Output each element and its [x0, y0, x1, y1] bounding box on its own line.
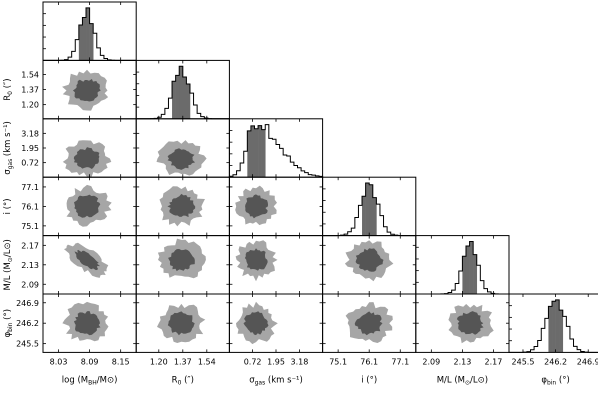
x-tick-label: 246.2	[544, 357, 567, 366]
hist-shade-bar	[258, 125, 262, 178]
contour-1sigma	[167, 148, 196, 170]
hist-shade-bar	[548, 306, 553, 353]
hist-shade-bar	[186, 84, 191, 119]
hist-shade-bar	[261, 129, 266, 178]
hist-shade-bar	[182, 77, 187, 119]
y-tick-label: 3.18	[21, 129, 39, 138]
x-tick-label: 75.1	[329, 357, 347, 366]
hist-shade-bar	[372, 197, 377, 236]
hist-shade-bar	[462, 256, 467, 294]
x-tick-label: 77.1	[391, 357, 409, 366]
y-axis-label: M/L (M⊙/L⊙)	[3, 239, 14, 290]
x-tick-label: 8.15	[112, 357, 130, 366]
x-axis-label: log (MBH/M⊙)	[62, 375, 118, 386]
hist-shade-bar	[254, 128, 259, 178]
histogram-sgas	[228, 124, 324, 178]
contour-1sigma	[74, 249, 101, 271]
y-tick-label: 246.9	[16, 299, 39, 308]
hist-shade-bar	[175, 75, 180, 119]
y-axis-label: φbin (°)	[3, 309, 14, 337]
x-tick-label: 8.09	[81, 357, 99, 366]
x-tick-label: 8.03	[50, 357, 68, 366]
y-tick-label: 0.72	[21, 159, 39, 168]
contour-1sigma	[355, 248, 384, 272]
y-axis-label: R0 (″)	[3, 78, 14, 100]
y-tick-label: 1.54	[21, 71, 39, 80]
hist-shade-bar	[179, 66, 184, 119]
hist-shade-bar	[247, 130, 252, 178]
contour-1sigma	[167, 193, 196, 218]
contour-1sigma	[456, 311, 484, 335]
x-axis-label: i (°)	[361, 375, 377, 385]
y-tick-label: 77.1	[21, 183, 39, 192]
y-tick-label: 1.37	[21, 86, 39, 95]
y-axis-label: σgas (km s⁻¹)	[3, 121, 14, 175]
y-tick-label: 76.1	[21, 202, 39, 211]
hist-shade-bar	[89, 23, 94, 61]
y-tick-label: 2.13	[21, 261, 39, 270]
contour-1sigma	[167, 311, 195, 336]
hist-shade-bar	[172, 81, 176, 119]
y-tick-label: 1.95	[21, 144, 39, 153]
x-axis-label: φbin (°)	[541, 375, 569, 386]
hist-shade-bar	[469, 241, 474, 294]
y-tick-label: 2.17	[21, 241, 39, 250]
x-tick-label: 3.18	[290, 357, 308, 366]
contour-1sigma	[243, 311, 269, 336]
y-tick-label: 2.09	[21, 280, 39, 289]
contour-1sigma	[245, 194, 268, 219]
hist-shade-bar	[473, 254, 478, 294]
hist-shade-bar	[362, 196, 366, 236]
contour-1sigma	[244, 248, 268, 271]
x-tick-label: 0.72	[244, 357, 262, 366]
hist-shade-bar	[78, 25, 83, 61]
y-tick-label: 1.20	[21, 101, 39, 110]
x-tick-label: 2.17	[485, 357, 503, 366]
hist-shade-bar	[552, 301, 556, 353]
contour-1sigma	[74, 194, 101, 218]
y-tick-label: 246.2	[16, 319, 39, 328]
x-tick-label: 245.5	[512, 357, 535, 366]
contour-1sigma	[72, 79, 101, 102]
hist-shade-bar	[250, 125, 255, 178]
hist-shade-bar	[365, 183, 370, 236]
x-tick-label: 2.13	[453, 357, 471, 366]
hist-shade-bar	[86, 7, 90, 61]
hist-shade-bar	[465, 245, 470, 294]
x-axis-label: M/L (M⊙/L⊙)	[437, 375, 488, 386]
x-axis-label: σgas (km s⁻¹)	[249, 375, 303, 386]
hist-shade-bar	[82, 17, 87, 61]
x-tick-label: 1.95	[267, 357, 285, 366]
y-axis-label: i (°)	[3, 198, 13, 214]
x-tick-label: 1.37	[174, 357, 192, 366]
y-tick-label: 245.5	[16, 340, 39, 349]
x-tick-label: 76.1	[360, 357, 378, 366]
contour-1sigma	[168, 249, 195, 272]
contour-1sigma	[74, 311, 101, 336]
hist-shade-bar	[559, 310, 564, 353]
hist-shade-bar	[369, 184, 374, 236]
y-tick-label: 75.1	[21, 222, 39, 231]
hist-shade-bar	[555, 299, 560, 353]
x-tick-label: 1.20	[150, 357, 168, 366]
contour-1sigma	[354, 311, 383, 336]
contour-1sigma	[73, 147, 100, 169]
panel-frame	[228, 118, 324, 178]
x-tick-label: 1.54	[198, 357, 216, 366]
x-tick-label: 246.9	[577, 357, 598, 366]
x-tick-label: 2.09	[422, 357, 440, 366]
x-axis-label: R0 (″)	[172, 375, 194, 386]
